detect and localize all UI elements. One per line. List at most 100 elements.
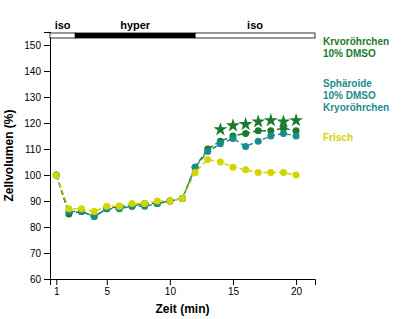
phase-segment	[195, 33, 315, 38]
y-tick: 130	[24, 92, 50, 103]
point	[65, 205, 72, 212]
y-tick-label: 120	[24, 118, 41, 129]
y-tick-mark	[44, 149, 50, 150]
point	[255, 169, 262, 176]
y-tick-label: 140	[24, 66, 41, 77]
point	[179, 195, 186, 202]
y-tick-mark	[44, 279, 50, 280]
star-marker	[276, 114, 290, 127]
point	[242, 143, 249, 150]
legend-entry-line: Frisch	[323, 132, 353, 143]
point	[255, 138, 262, 145]
chart: 1510152060708090100110120130140150isohyp…	[0, 0, 413, 319]
y-tick-mark	[44, 227, 50, 228]
point	[166, 198, 173, 205]
x-tick-label: 20	[291, 286, 303, 297]
y-tick-label: 60	[30, 274, 42, 285]
legend-entry: Frisch	[323, 132, 353, 143]
y-tick: 110	[25, 144, 50, 155]
y-tick-mark	[44, 71, 50, 72]
y-tick-label: 150	[24, 40, 41, 51]
point	[166, 198, 173, 205]
point	[204, 148, 211, 155]
x-axis-line	[51, 280, 316, 286]
x-tick-label: 10	[165, 286, 177, 297]
y-tick-mark	[44, 97, 50, 98]
point	[103, 203, 110, 210]
point	[91, 208, 98, 215]
y-tick-mark	[44, 123, 50, 124]
y-tick-label: 90	[30, 196, 42, 207]
phase-bar: iso hyper iso	[50, 19, 315, 38]
star-marker	[213, 122, 227, 135]
x-tick-label: 15	[228, 286, 240, 297]
point	[242, 166, 249, 173]
x-tick-mark	[233, 279, 234, 285]
point	[267, 169, 274, 176]
x-tick-mark	[296, 279, 297, 285]
x-tick: 15	[228, 279, 240, 297]
legend-entry-line: Sphäroide	[323, 78, 372, 89]
phase-label: iso	[247, 19, 263, 31]
series	[53, 130, 300, 220]
y-axis: 60 70 80 90 100 110 120 130 140 150	[24, 33, 50, 285]
y-tick-label: 130	[24, 92, 41, 103]
y-tick-mark	[44, 175, 50, 176]
series-line	[56, 133, 296, 216]
x-tick: 20	[291, 279, 303, 297]
marks	[53, 113, 303, 220]
point	[229, 135, 236, 142]
y-axis-title: Zellvolumen (%)	[2, 109, 16, 201]
star-marker	[289, 113, 303, 126]
legend-entry-line: Krvoröhrchen	[323, 36, 389, 47]
y-tick: 140	[24, 66, 50, 77]
point	[154, 198, 161, 205]
point	[141, 200, 148, 207]
y-tick-label: 70	[30, 248, 42, 259]
point	[179, 195, 186, 202]
point	[280, 169, 287, 176]
star-marker	[239, 117, 253, 130]
x-tick-mark	[56, 279, 57, 285]
series-line	[56, 159, 296, 211]
point	[204, 156, 211, 163]
legend-entry-line: 10% DMSO	[323, 48, 376, 59]
y-tick: 80	[30, 222, 50, 233]
y-tick: 120	[24, 118, 50, 129]
series-line	[56, 128, 296, 216]
point	[53, 172, 60, 179]
phase-label: iso	[55, 19, 71, 31]
point	[242, 130, 249, 137]
x-tick-label: 1	[54, 286, 60, 297]
point	[166, 198, 173, 205]
star-marker	[251, 114, 265, 127]
point	[53, 172, 60, 179]
y-tick: 150	[24, 40, 50, 51]
star-marker	[226, 118, 240, 131]
point	[267, 133, 274, 140]
point	[293, 172, 300, 179]
point	[293, 133, 300, 140]
x-axis: 15101520	[51, 279, 316, 297]
y-tick-label: 80	[30, 222, 42, 233]
phase-label: hyper	[120, 19, 151, 31]
point	[217, 159, 224, 166]
star-marker	[264, 113, 278, 126]
point	[255, 127, 262, 134]
point	[229, 164, 236, 171]
y-tick-label: 110	[25, 144, 41, 155]
y-axis-line	[44, 33, 51, 280]
x-tick: 5	[105, 279, 111, 297]
legend-entry-line: 10% DMSO	[323, 90, 376, 101]
point	[116, 203, 123, 210]
point	[129, 200, 136, 207]
x-tick-label: 5	[105, 286, 111, 297]
series	[53, 125, 300, 220]
y-tick-mark	[44, 253, 50, 254]
y-tick: 100	[24, 170, 50, 181]
plot-area: 1510152060708090100110120130140150isohyp…	[24, 19, 315, 297]
point	[217, 140, 224, 147]
x-tick: 10	[165, 279, 177, 297]
y-tick-mark	[44, 45, 50, 46]
point	[116, 203, 123, 210]
